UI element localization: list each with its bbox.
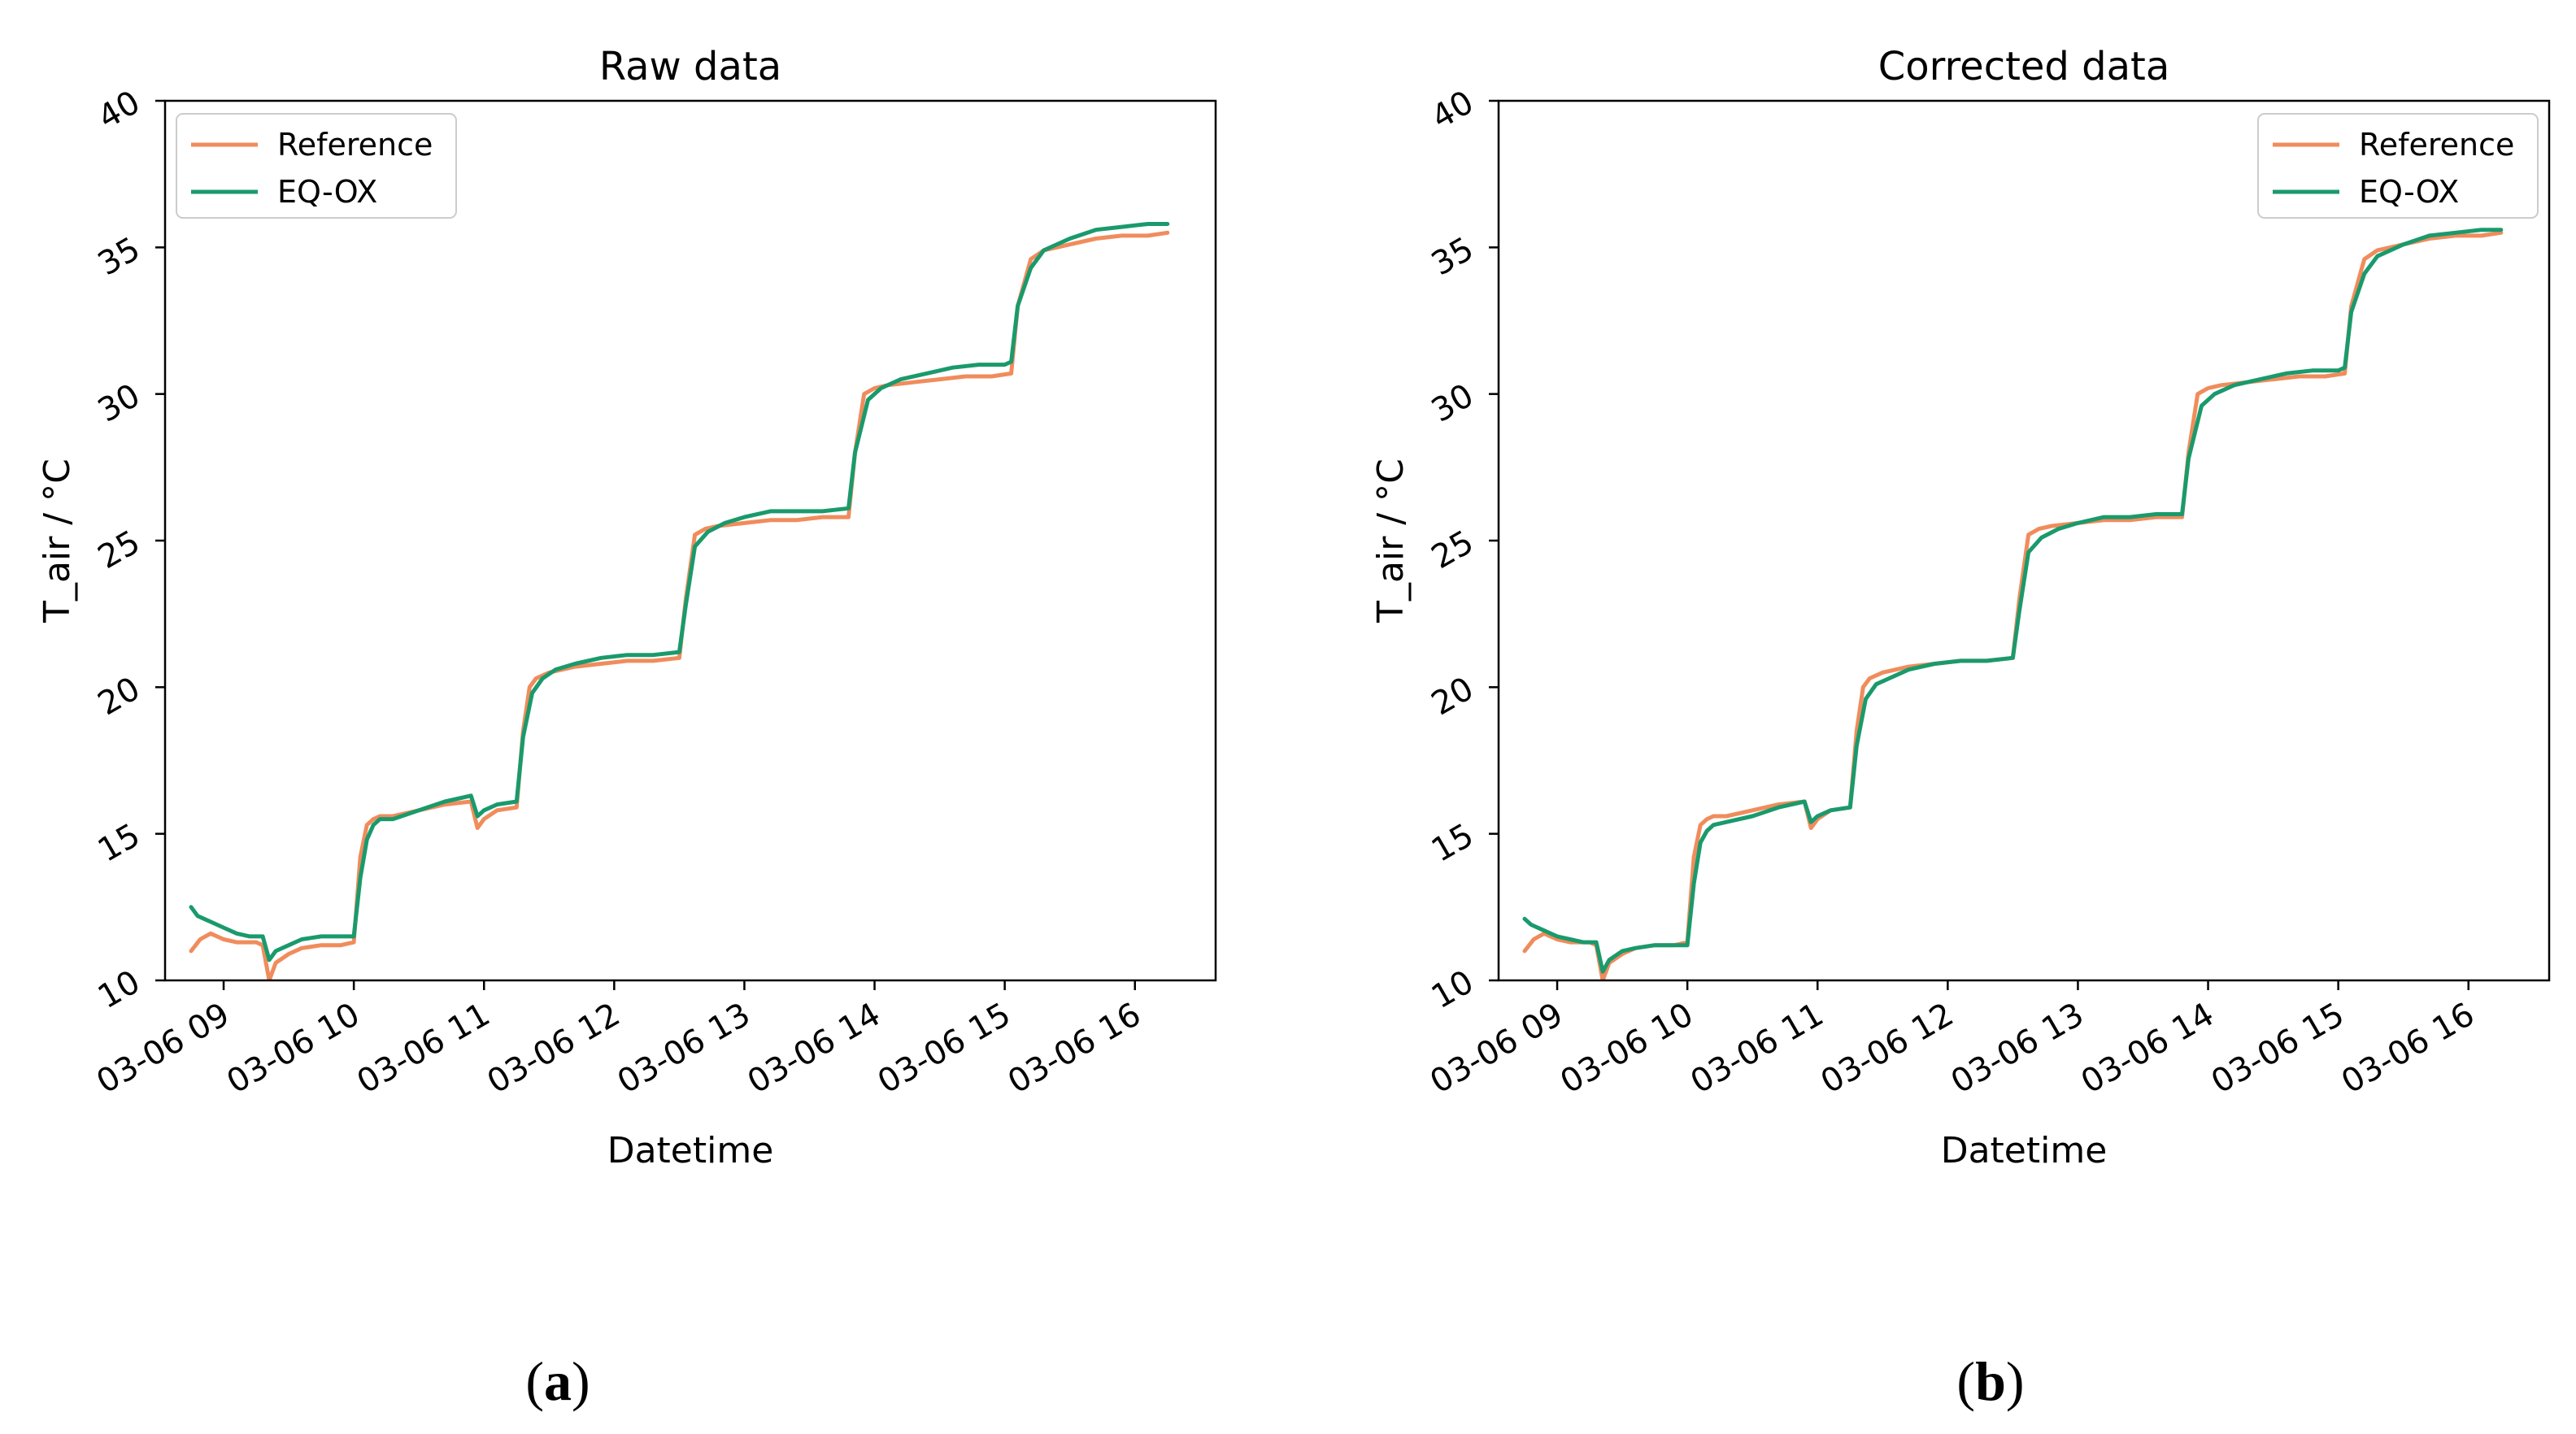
legend: Reference EQ-OX: [2257, 113, 2539, 219]
series-line-eq-ox: [189, 222, 1170, 963]
series-line-reference: [189, 230, 1170, 980]
y-axis-label: T_air / °C: [1370, 458, 1412, 624]
x-axis-label: Datetime: [607, 1130, 774, 1171]
legend: Reference EQ-OX: [176, 113, 457, 219]
panel-caption: (b): [1956, 1350, 2024, 1412]
x-axis-label: Datetime: [1941, 1130, 2108, 1171]
y-axis-label: T_air / °C: [37, 458, 78, 624]
legend-label: Reference: [2359, 127, 2514, 163]
chart-title: Corrected data: [1878, 44, 2170, 89]
legend-label: EQ-OX: [277, 174, 377, 210]
plot-lines: [189, 222, 1170, 980]
legend-label: Reference: [277, 127, 433, 163]
series-line-eq-ox: [1522, 228, 2504, 974]
plot-lines: [1522, 228, 2504, 980]
legend-label: EQ-OX: [2359, 174, 2459, 210]
chart-title: Raw data: [599, 44, 781, 89]
panel-caption: (a): [525, 1350, 590, 1412]
